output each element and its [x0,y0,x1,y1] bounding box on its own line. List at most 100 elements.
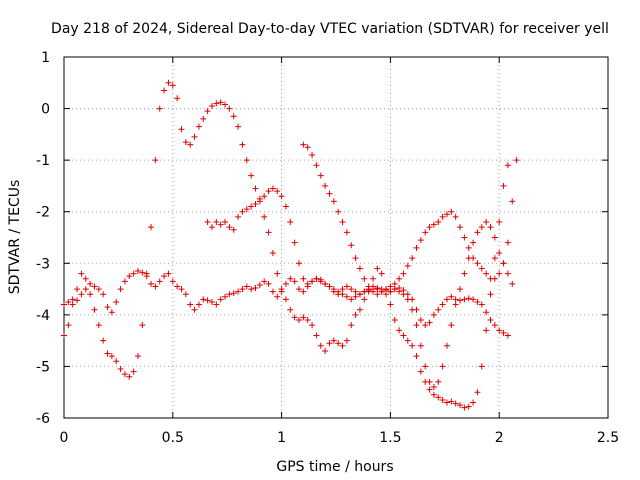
data-point-track-d [491,275,498,282]
data-point-track-a [87,280,94,287]
data-point-track-b [435,394,442,401]
data-point-track-b [134,353,141,360]
data-point-track-b [304,317,311,324]
data-point-track-d [326,190,333,197]
data-point-track-c [230,226,237,233]
data-point-track-b [222,101,229,108]
data-point-track-a [491,322,498,329]
data-point-track-b [487,291,494,298]
data-point-track-d [483,270,490,277]
data-point-track-b [74,286,81,293]
data-point-track-b [356,306,363,313]
data-point-track-b [396,327,403,334]
data-point-track-a [104,304,111,311]
data-point-track-a [417,317,424,324]
data-point-track-c [452,301,459,308]
data-point-track-a [291,278,298,285]
data-point-track-a [243,283,250,290]
data-point-track-d [478,265,485,272]
data-point-track-a [161,273,168,280]
x-tick-label: 0.5 [162,430,184,446]
data-point-track-b [100,337,107,344]
data-point-track-a [182,291,189,298]
data-point-track-a [78,291,85,298]
data-point-track-d [309,151,316,158]
data-point-track-b [413,353,420,360]
data-point-track-b [113,358,120,365]
data-point-track-b [265,229,272,236]
data-point-track-b [121,371,128,378]
data-point-track-c [287,219,294,226]
data-point-track-b [95,322,102,329]
data-point-track-d [439,213,446,220]
x-tick-label: 1.5 [379,430,401,446]
data-point-track-c [496,249,503,256]
x-tick-label: 0 [60,430,69,446]
data-point-track-b [478,363,485,370]
data-point-track-d [352,255,359,262]
data-point-track-b [226,105,233,112]
data-point-track-d [417,237,424,244]
data-point-track-a [65,298,72,305]
data-point-track-c [326,283,333,290]
data-point-track-b [409,342,416,349]
data-point-track-c [439,363,446,370]
data-point-track-d [461,234,468,241]
data-point-track-c [356,291,363,298]
data-point-track-b [108,353,115,360]
data-point-track-a [174,283,181,290]
data-point-track-b [457,402,464,409]
data-point-track-b [378,270,385,277]
data-point-track-a [91,283,98,290]
data-point-track-d [335,208,342,215]
data-point-track-a [256,281,263,288]
data-point-track-a [439,301,446,308]
data-point-track-b [169,82,176,89]
data-point-track-b [117,366,124,373]
y-axis-label: SDTVAR / TECUs [7,180,23,295]
data-point-track-c [461,270,468,277]
data-point-track-d [361,275,368,282]
data-point-track-c [348,296,355,303]
data-point-track-c [404,296,411,303]
data-point-track-b [261,213,268,220]
data-point-track-d [409,255,416,262]
data-point-track-b [313,332,320,339]
data-point-track-b [61,332,67,339]
data-point-track-b [317,342,324,349]
data-point-track-b [235,123,242,130]
data-point-track-c [391,286,398,293]
data-point-track-a [500,329,507,336]
data-point-track-b [335,340,342,347]
data-point-track-d [426,224,433,231]
data-point-track-a [269,288,276,295]
data-point-track-a [239,286,246,293]
data-point-track-c [383,291,390,298]
data-point-track-b [287,306,294,313]
data-point-track-d [300,141,307,148]
data-point-track-b [352,311,359,318]
x-tick-label: 2.5 [597,430,619,446]
data-point-track-b [300,314,307,321]
x-tick-labels: 0 0.5 1 1.5 2 2.5 [60,430,620,446]
data-point-track-b [274,270,281,277]
data-point-track-c [417,342,424,349]
data-point-track-c [422,363,429,370]
data-point-track-d [378,288,385,295]
data-point-track-a [230,290,237,297]
data-point-track-a [287,275,294,282]
data-point-track-a [504,332,511,339]
data-point-track-d [448,208,455,215]
data-point-track-b [213,100,220,107]
data-point-track-b [322,347,329,354]
data-point-track-b [65,322,72,329]
data-point-track-c [426,378,433,385]
data-point-track-c [470,239,477,246]
data-point-track-a [435,306,442,313]
data-point-track-b [343,337,350,344]
data-point-track-b [91,306,98,313]
data-point-track-d [430,221,437,228]
data-point-track-c [330,286,337,293]
data-point-track-d [369,288,376,295]
data-point-track-a [208,298,215,305]
